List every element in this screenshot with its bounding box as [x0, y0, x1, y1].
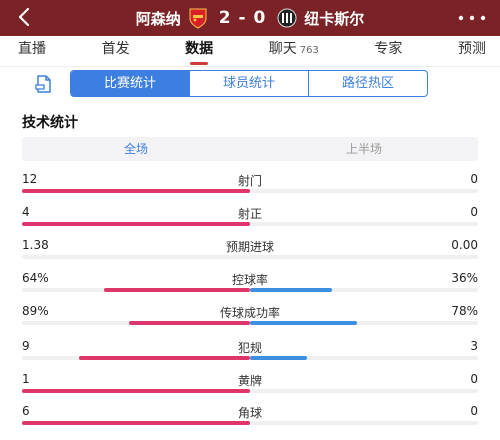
tab-player-stats[interactable]: 球员统计	[189, 71, 308, 96]
section-title: 技术统计	[22, 115, 78, 131]
tabs-divider	[0, 66, 500, 67]
stat-away-bar	[250, 288, 332, 292]
document-icon[interactable]	[34, 74, 54, 94]
stat-away-value: 0	[470, 172, 478, 186]
stat-away-value: 78%	[451, 304, 478, 318]
home-team-crest-icon[interactable]	[187, 7, 209, 29]
tab-experts[interactable]: 专家	[374, 41, 403, 57]
stat-away-value: 0	[470, 404, 478, 418]
away-team-crest-icon[interactable]	[276, 7, 298, 29]
stat-home-bar	[22, 389, 250, 393]
stat-away-value: 36%	[451, 271, 478, 285]
stat-row: 12 射门 0	[0, 172, 500, 206]
tab-heatmap[interactable]: 路径热区	[308, 71, 427, 96]
stat-away-value: 0.00	[451, 238, 478, 252]
stat-home-bar	[79, 356, 250, 360]
stat-row: 89% 传球成功率 78%	[0, 304, 500, 338]
stat-home-value: 89%	[22, 304, 49, 318]
stat-away-bar	[250, 356, 307, 360]
stat-bar-track	[22, 389, 478, 393]
stat-label: 射门	[237, 174, 262, 188]
stat-bar-track	[22, 255, 478, 259]
stat-home-bar	[22, 421, 250, 425]
tab-chat[interactable]: 聊天 763	[268, 41, 319, 57]
chat-count: 763	[299, 45, 319, 56]
stat-bar-track	[22, 222, 478, 226]
away-team-name[interactable]: 纽卡斯尔	[304, 9, 365, 28]
more-options-icon[interactable]	[456, 12, 488, 24]
stat-home-value: 4	[22, 205, 30, 219]
period-first-half[interactable]: 上半场	[345, 142, 382, 156]
stat-home-value: 9	[22, 339, 30, 353]
tab-predictions[interactable]: 预测	[457, 41, 486, 57]
stat-home-value: 64%	[22, 271, 49, 285]
stat-label: 射正	[237, 207, 262, 221]
stat-label: 传球成功率	[219, 306, 280, 320]
stat-label: 角球	[237, 406, 262, 420]
stat-home-bar	[129, 321, 250, 325]
tab-lineup[interactable]: 首发	[101, 41, 130, 57]
stat-away-value: 0	[470, 205, 478, 219]
stat-home-bar	[22, 189, 250, 193]
stat-home-value: 1	[22, 372, 30, 386]
stat-away-value: 3	[470, 339, 478, 353]
tab-data[interactable]: 数据	[185, 36, 213, 66]
stat-home-bar	[104, 288, 250, 292]
stat-bar-track	[22, 421, 478, 425]
tab-live[interactable]: 直播	[18, 41, 46, 57]
stat-label: 控球率	[231, 273, 268, 287]
stat-away-value: 0	[470, 372, 478, 386]
stat-row: 64% 控球率 36%	[0, 271, 500, 305]
stat-row: 1 黄牌 0	[0, 372, 500, 406]
stat-bar-track	[22, 189, 478, 193]
stat-home-bar	[22, 222, 250, 226]
period-full-match[interactable]: 全场	[123, 142, 148, 156]
main-tabs: 直播 首发 数据 聊天 763 专家 预测	[0, 36, 500, 66]
stat-home-value: 12	[22, 172, 38, 186]
home-team-name[interactable]: 阿森纳	[135, 9, 181, 28]
match-score: 2 - 0	[218, 8, 267, 28]
back-arrow-icon[interactable]	[12, 4, 38, 30]
scoreline: 阿森纳 2 - 0 纽卡斯尔	[0, 0, 500, 36]
stat-away-bar	[250, 321, 357, 325]
stat-row: 1.38 预期进球 0.00	[0, 238, 500, 272]
match-header: 阿森纳 2 - 0 纽卡斯尔	[0, 0, 500, 36]
stat-label: 黄牌	[237, 374, 262, 388]
stat-home-value: 1.38	[22, 238, 49, 252]
stat-row: 4 射正 0	[0, 205, 500, 239]
stat-home-value: 6	[22, 404, 30, 418]
tab-match-stats[interactable]: 比赛统计	[71, 71, 189, 96]
stats-segmented-control: 比赛统计 球员统计 路径热区	[70, 70, 428, 97]
stat-row: 6 角球 0	[0, 404, 500, 438]
period-switcher: 全场 上半场	[22, 137, 478, 161]
stat-label: 预期进球	[225, 240, 274, 254]
stat-row: 9 犯规 3	[0, 339, 500, 373]
stat-label: 犯规	[237, 341, 262, 355]
